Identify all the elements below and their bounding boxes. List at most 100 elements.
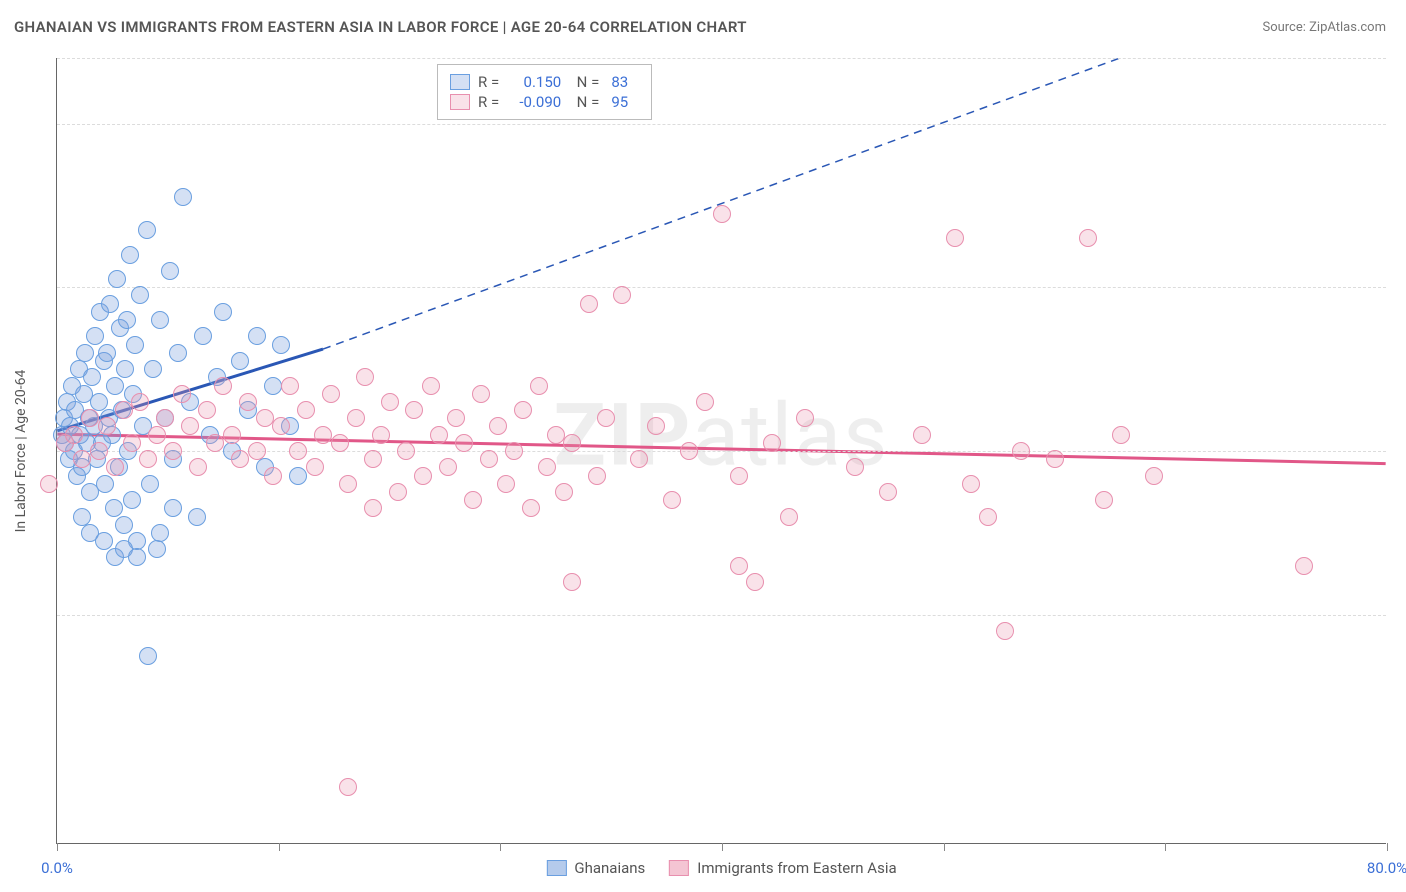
- scatter-point: [161, 262, 179, 280]
- scatter-point: [322, 385, 340, 403]
- scatter-point: [846, 458, 864, 476]
- scatter-point: [306, 458, 324, 476]
- scatter-point: [98, 344, 116, 362]
- scatter-point: [174, 188, 192, 206]
- scatter-point: [164, 442, 182, 460]
- legend-r-label: R =: [478, 93, 499, 111]
- scatter-point: [680, 442, 698, 460]
- y-tick-label: 80.0%: [1400, 442, 1406, 460]
- scatter-point: [198, 401, 216, 419]
- y-tick-label: 100.0%: [1400, 115, 1406, 133]
- scatter-point: [1095, 491, 1113, 509]
- scatter-point: [613, 286, 631, 304]
- scatter-point: [713, 205, 731, 223]
- scatter-point: [630, 450, 648, 468]
- scatter-point: [264, 467, 282, 485]
- legend-row: R =-0.090 N =95: [450, 93, 639, 111]
- scatter-point: [181, 417, 199, 435]
- correlation-legend: R =0.150 N =83 R =-0.090 N =95: [437, 64, 652, 120]
- scatter-point: [364, 499, 382, 517]
- scatter-point: [141, 475, 159, 493]
- scatter-point: [156, 409, 174, 427]
- scatter-point: [151, 524, 169, 542]
- legend-swatch: [450, 94, 470, 110]
- scatter-point: [796, 409, 814, 427]
- scatter-point: [123, 491, 141, 509]
- x-tick-label: 0.0%: [41, 859, 73, 877]
- scatter-point: [83, 368, 101, 386]
- scatter-point: [1295, 557, 1313, 575]
- scatter-point: [430, 426, 448, 444]
- scatter-point: [405, 401, 423, 419]
- scatter-point: [73, 508, 91, 526]
- scatter-point: [1112, 426, 1130, 444]
- legend-swatch: [546, 860, 566, 876]
- scatter-point: [1079, 229, 1097, 247]
- scatter-point: [1145, 467, 1163, 485]
- scatter-point: [128, 548, 146, 566]
- scatter-point: [189, 458, 207, 476]
- scatter-point: [530, 377, 548, 395]
- scatter-point: [148, 426, 166, 444]
- scatter-point: [164, 499, 182, 517]
- scatter-point: [563, 573, 581, 591]
- scatter-point: [281, 377, 299, 395]
- scatter-point: [106, 458, 124, 476]
- scatter-point: [647, 417, 665, 435]
- scatter-point: [116, 360, 134, 378]
- scatter-point: [538, 458, 556, 476]
- scatter-point: [381, 393, 399, 411]
- scatter-point: [364, 450, 382, 468]
- y-tick-label: 70.0%: [1400, 606, 1406, 624]
- scatter-point: [696, 393, 714, 411]
- grid-line-h: [57, 124, 1386, 125]
- scatter-point: [96, 475, 114, 493]
- scatter-point: [169, 344, 187, 362]
- chart-title: GHANAIAN VS IMMIGRANTS FROM EASTERN ASIA…: [14, 18, 747, 36]
- scatter-point: [214, 377, 232, 395]
- scatter-point: [422, 377, 440, 395]
- scatter-point: [95, 532, 113, 550]
- x-tick: [279, 843, 280, 851]
- scatter-point: [272, 336, 290, 354]
- scatter-point: [297, 401, 315, 419]
- scatter-point: [76, 344, 94, 362]
- scatter-point: [139, 450, 157, 468]
- scatter-point: [223, 426, 241, 444]
- correlation-chart: GHANAIAN VS IMMIGRANTS FROM EASTERN ASIA…: [0, 0, 1406, 892]
- scatter-point: [81, 409, 99, 427]
- grid-line-h: [57, 287, 1386, 288]
- scatter-point: [331, 434, 349, 452]
- scatter-point: [73, 450, 91, 468]
- scatter-point: [106, 377, 124, 395]
- grid-line-h: [57, 58, 1386, 59]
- scatter-point: [514, 401, 532, 419]
- scatter-point: [105, 499, 123, 517]
- scatter-point: [90, 442, 108, 460]
- scatter-point: [123, 434, 141, 452]
- scatter-point: [879, 483, 897, 501]
- scatter-point: [472, 385, 490, 403]
- scatter-point: [389, 483, 407, 501]
- grid-line-h: [57, 615, 1386, 616]
- legend-row: R =0.150 N =83: [450, 73, 639, 91]
- y-tick-label: 90.0%: [1400, 278, 1406, 296]
- legend-swatch: [669, 860, 689, 876]
- scatter-point: [118, 311, 136, 329]
- scatter-point: [746, 573, 764, 591]
- scatter-point: [131, 393, 149, 411]
- scatter-point: [763, 434, 781, 452]
- x-tick: [1387, 843, 1388, 851]
- scatter-point: [1046, 450, 1064, 468]
- scatter-point: [505, 442, 523, 460]
- scatter-point: [347, 409, 365, 427]
- scatter-point: [489, 417, 507, 435]
- scatter-point: [780, 508, 798, 526]
- scatter-point: [314, 426, 332, 444]
- scatter-point: [108, 270, 126, 288]
- scatter-point: [497, 475, 515, 493]
- x-tick-label: 80.0%: [1367, 859, 1406, 877]
- scatter-point: [447, 409, 465, 427]
- x-tick: [944, 843, 945, 851]
- x-tick: [722, 843, 723, 851]
